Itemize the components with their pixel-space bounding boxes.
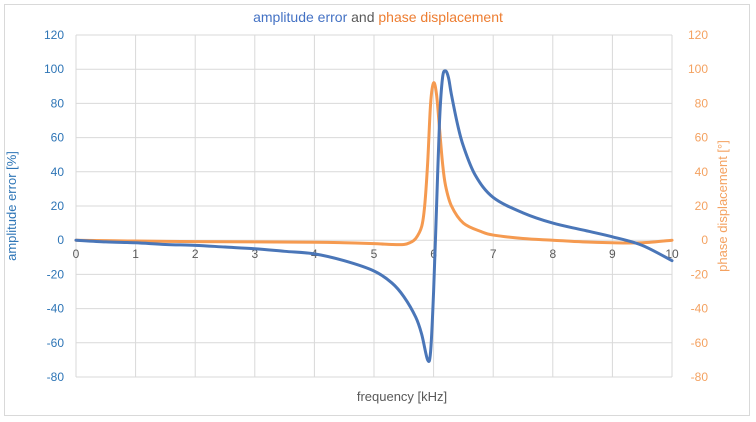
series-line-amplitude <box>74 69 674 363</box>
x-tick-label: 5 <box>371 247 378 261</box>
y-ticks-right: -80 -60 -40 -20 0 20 40 60 80 100 120 <box>688 28 708 384</box>
series-line-phase <box>74 81 674 247</box>
x-tick-label: 3 <box>251 247 258 261</box>
y-tick-label-left: -80 <box>47 370 65 384</box>
x-tick-label: 2 <box>192 247 199 261</box>
x-axis-label: frequency [kHz] <box>357 389 447 404</box>
y-tick-label-right: 120 <box>688 28 708 42</box>
chart-title-part-1: and <box>347 9 378 25</box>
y-tick-label-left: 100 <box>44 62 64 76</box>
x-tick-label: 8 <box>549 247 556 261</box>
y-tick-label-left: -20 <box>47 267 65 281</box>
y-tick-label-right: 60 <box>695 131 709 145</box>
series-group <box>74 69 674 363</box>
y-tick-label-left: -40 <box>47 302 65 316</box>
y-ticks-left: -80 -60 -40 -20 0 20 40 60 80 100 120 <box>44 28 64 384</box>
y-tick-label-left: 80 <box>51 96 65 110</box>
y-tick-label-left: 60 <box>51 131 65 145</box>
y-tick-label-left: 0 <box>57 233 64 247</box>
y-tick-label-left: 40 <box>51 165 65 179</box>
y-tick-label-right: -40 <box>691 302 709 316</box>
y-tick-label-left: 120 <box>44 28 64 42</box>
x-ticks: 0 1 2 3 4 5 6 7 8 9 10 <box>73 247 679 261</box>
y-axis-label-left: amplitude error [%] <box>4 151 19 261</box>
x-tick-label: 1 <box>132 247 139 261</box>
x-tick-label: 9 <box>609 247 616 261</box>
y-tick-label-right: -60 <box>691 336 709 350</box>
chart-title-part-0: amplitude error <box>253 9 347 25</box>
y-tick-label-left: 20 <box>51 199 65 213</box>
x-tick-label: 0 <box>73 247 80 261</box>
y-tick-label-right: 40 <box>695 165 709 179</box>
chart-frame <box>4 4 750 416</box>
y-tick-label-right: -80 <box>691 370 709 384</box>
y-tick-label-right: 0 <box>701 233 708 247</box>
y-tick-label-right: 80 <box>695 96 709 110</box>
chart-title-part-2: phase displacement <box>378 9 503 25</box>
y-axis-label-right: phase displacement [°] <box>715 140 730 272</box>
y-tick-label-right: 100 <box>688 62 708 76</box>
grid <box>75 34 673 378</box>
chart-title: amplitude error and phase displacement <box>253 9 503 25</box>
y-tick-label-right: -20 <box>691 267 709 281</box>
y-tick-label-right: 20 <box>695 199 709 213</box>
x-tick-label: 7 <box>490 247 497 261</box>
y-tick-label-left: -60 <box>47 336 65 350</box>
